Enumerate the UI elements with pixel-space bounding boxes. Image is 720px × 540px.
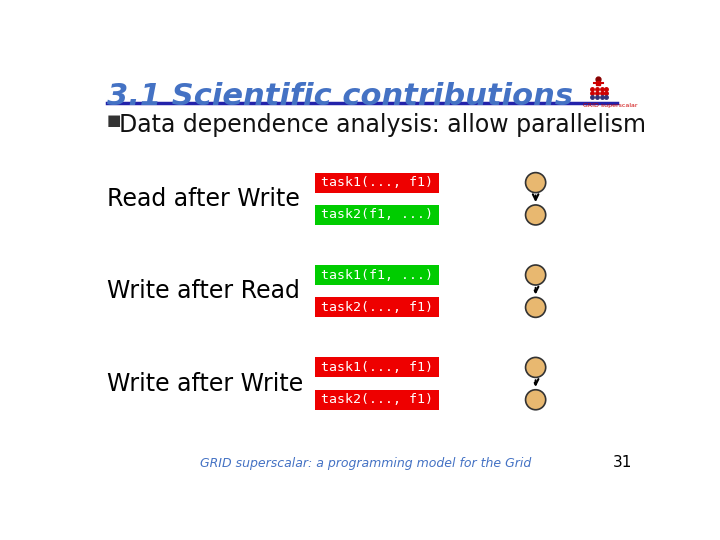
Bar	[315, 265, 438, 285]
Circle shape	[526, 173, 546, 193]
Circle shape	[526, 357, 546, 377]
Text: GRID superscalar: a programming model for the Grid: GRID superscalar: a programming model fo…	[199, 457, 531, 470]
Bar	[315, 205, 438, 225]
Text: Write after Read: Write after Read	[107, 279, 300, 303]
Text: Read after Write: Read after Write	[107, 187, 300, 211]
Bar	[315, 298, 438, 318]
Bar	[315, 173, 438, 193]
Text: 31: 31	[613, 455, 632, 470]
Text: task2(..., f1): task2(..., f1)	[320, 393, 433, 406]
Text: task2(..., f1): task2(..., f1)	[320, 301, 433, 314]
Text: GRID superscalar: GRID superscalar	[583, 103, 637, 109]
Circle shape	[526, 265, 546, 285]
Text: 3.1 Scientific contributions: 3.1 Scientific contributions	[107, 82, 573, 111]
Text: task2(f1, ...): task2(f1, ...)	[320, 208, 433, 221]
Text: task1(f1, ...): task1(f1, ...)	[320, 268, 433, 281]
Bar	[315, 357, 438, 377]
Bar	[315, 390, 438, 410]
Circle shape	[526, 205, 546, 225]
Circle shape	[526, 390, 546, 410]
Text: task1(..., f1): task1(..., f1)	[320, 361, 433, 374]
Text: ■: ■	[107, 112, 122, 127]
Text: task1(..., f1): task1(..., f1)	[320, 176, 433, 189]
Text: Write after Write: Write after Write	[107, 372, 303, 396]
Text: Data dependence analysis: allow parallelism: Data dependence analysis: allow parallel…	[120, 112, 647, 137]
Circle shape	[526, 298, 546, 318]
